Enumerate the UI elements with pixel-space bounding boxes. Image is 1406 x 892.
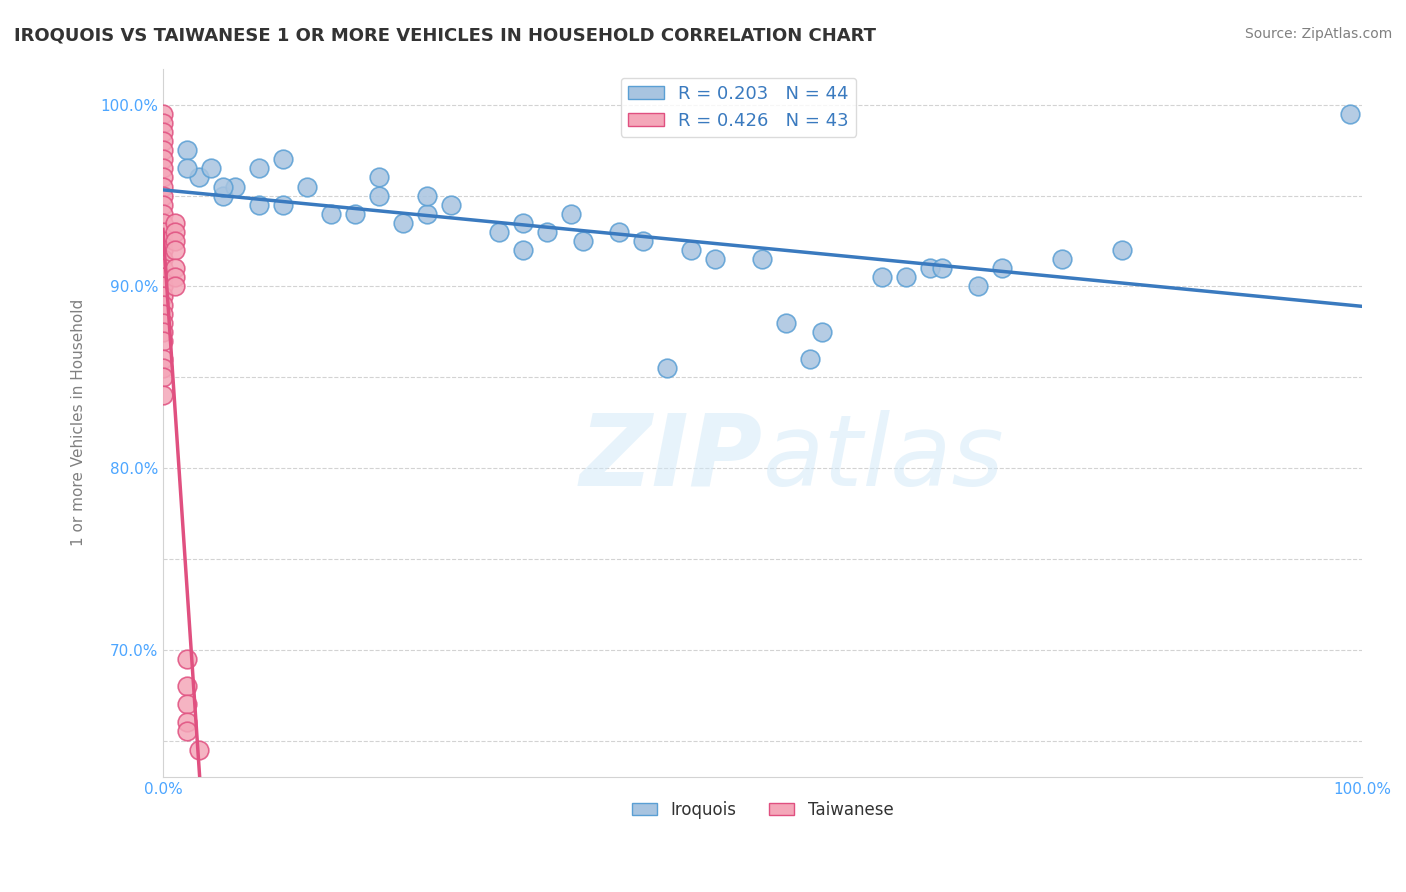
Point: [176, 724, 198, 739]
Point: [152, 179, 174, 194]
Text: atlas: atlas: [762, 409, 1004, 507]
Point: [571, 234, 593, 248]
Point: [152, 116, 174, 130]
Point: [163, 234, 186, 248]
Point: [163, 261, 186, 276]
Point: [188, 742, 211, 756]
Point: [176, 652, 198, 666]
Point: [152, 388, 174, 402]
Point: [224, 179, 246, 194]
Point: [416, 188, 439, 202]
Point: [247, 161, 270, 176]
Point: [152, 288, 174, 302]
Text: IROQUOIS VS TAIWANESE 1 OR MORE VEHICLES IN HOUSEHOLD CORRELATION CHART: IROQUOIS VS TAIWANESE 1 OR MORE VEHICLES…: [14, 27, 876, 45]
Point: [271, 198, 294, 212]
Point: [163, 279, 186, 293]
Point: [440, 198, 463, 212]
Point: [152, 334, 174, 348]
Point: [607, 225, 630, 239]
Legend: Iroquois, Taiwanese: Iroquois, Taiwanese: [624, 794, 900, 825]
Point: [488, 225, 510, 239]
Text: ZIP: ZIP: [579, 409, 762, 507]
Point: [152, 143, 174, 157]
Point: [163, 270, 186, 285]
Point: [152, 216, 174, 230]
Point: [152, 361, 174, 376]
Point: [512, 243, 534, 257]
Point: [152, 153, 174, 167]
Point: [152, 316, 174, 330]
Point: [176, 697, 198, 711]
Point: [152, 234, 174, 248]
Point: [152, 107, 174, 121]
Point: [775, 316, 797, 330]
Point: [416, 207, 439, 221]
Point: [212, 179, 235, 194]
Point: [679, 243, 702, 257]
Point: [200, 161, 222, 176]
Point: [811, 325, 834, 339]
Point: [152, 307, 174, 321]
Point: [163, 225, 186, 239]
Point: [176, 715, 198, 730]
Point: [271, 153, 294, 167]
Point: [152, 352, 174, 367]
Point: [1111, 243, 1133, 257]
Point: [176, 143, 198, 157]
Point: [967, 279, 990, 293]
Point: [176, 679, 198, 693]
Point: [799, 352, 821, 367]
Point: [391, 216, 413, 230]
Point: [560, 207, 582, 221]
Point: [152, 279, 174, 293]
Point: [512, 216, 534, 230]
Point: [152, 298, 174, 312]
Point: [188, 170, 211, 185]
Point: [152, 161, 174, 176]
Point: [152, 325, 174, 339]
Point: [920, 261, 942, 276]
Point: [152, 261, 174, 276]
Point: [176, 161, 198, 176]
Point: [152, 207, 174, 221]
Text: Source: ZipAtlas.com: Source: ZipAtlas.com: [1244, 27, 1392, 41]
Point: [295, 179, 318, 194]
Point: [1052, 252, 1074, 267]
Point: [152, 170, 174, 185]
Point: [163, 243, 186, 257]
Point: [343, 207, 366, 221]
Point: [319, 207, 342, 221]
Point: [367, 170, 389, 185]
Point: [896, 270, 918, 285]
Point: [991, 261, 1014, 276]
Y-axis label: 1 or more Vehicles in Household: 1 or more Vehicles in Household: [72, 299, 86, 546]
Point: [212, 188, 235, 202]
Point: [152, 125, 174, 139]
Point: [703, 252, 725, 267]
Point: [631, 234, 654, 248]
Point: [1339, 107, 1361, 121]
Point: [872, 270, 894, 285]
Point: [931, 261, 953, 276]
Point: [152, 225, 174, 239]
Point: [367, 188, 389, 202]
Point: [751, 252, 773, 267]
Point: [247, 198, 270, 212]
Point: [152, 188, 174, 202]
Point: [152, 252, 174, 267]
Point: [655, 361, 678, 376]
Point: [152, 134, 174, 148]
Point: [536, 225, 558, 239]
Point: [163, 216, 186, 230]
Point: [152, 198, 174, 212]
Point: [152, 370, 174, 384]
Point: [152, 270, 174, 285]
Point: [152, 243, 174, 257]
